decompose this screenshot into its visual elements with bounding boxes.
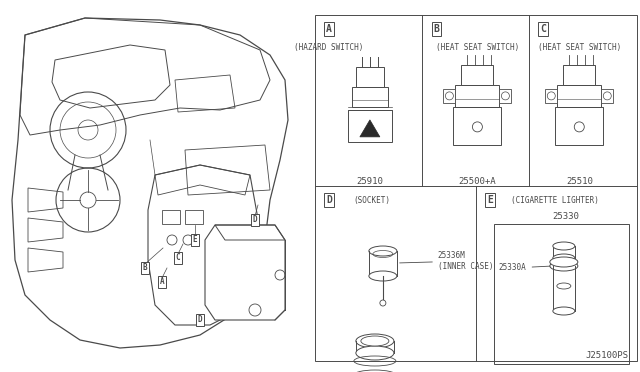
FancyBboxPatch shape: [557, 85, 602, 107]
Ellipse shape: [557, 283, 571, 289]
FancyBboxPatch shape: [453, 107, 501, 145]
Ellipse shape: [369, 271, 397, 281]
Circle shape: [380, 300, 386, 306]
Ellipse shape: [550, 261, 578, 271]
Text: E: E: [193, 235, 197, 244]
Text: (HEAT SEAT SWITCH): (HEAT SEAT SWITCH): [436, 43, 519, 52]
FancyBboxPatch shape: [563, 65, 595, 85]
Text: 25510: 25510: [566, 177, 593, 186]
Ellipse shape: [553, 242, 575, 250]
Polygon shape: [205, 225, 285, 320]
Bar: [494, 224, 628, 364]
FancyBboxPatch shape: [602, 89, 613, 103]
FancyBboxPatch shape: [545, 89, 557, 103]
FancyBboxPatch shape: [352, 87, 388, 107]
Polygon shape: [360, 120, 380, 137]
Text: B: B: [433, 24, 439, 34]
Text: 25500+A: 25500+A: [459, 177, 496, 186]
Bar: [315, 15, 637, 361]
Ellipse shape: [356, 346, 394, 360]
Text: 25339: 25339: [0, 371, 1, 372]
Text: C: C: [176, 253, 180, 263]
Text: D: D: [326, 195, 332, 205]
Text: B: B: [143, 263, 147, 273]
Ellipse shape: [553, 254, 575, 262]
Text: 25330: 25330: [552, 212, 579, 221]
Text: 25330A: 25330A: [499, 263, 550, 273]
Text: (HAZARD SWITCH): (HAZARD SWITCH): [294, 43, 364, 52]
FancyBboxPatch shape: [348, 110, 392, 142]
Text: A: A: [160, 278, 164, 286]
FancyBboxPatch shape: [444, 89, 456, 103]
Text: D: D: [198, 315, 202, 324]
FancyBboxPatch shape: [456, 85, 499, 107]
FancyBboxPatch shape: [461, 65, 493, 85]
Ellipse shape: [369, 246, 397, 256]
Text: 25312M
(KNOB): 25312M (KNOB): [0, 371, 1, 372]
FancyBboxPatch shape: [556, 107, 604, 145]
Text: 25336M
(INNER CASE): 25336M (INNER CASE): [399, 251, 493, 271]
Text: (HEAT SEAT SWITCH): (HEAT SEAT SWITCH): [538, 43, 621, 52]
Text: 25910: 25910: [356, 177, 383, 186]
Ellipse shape: [356, 334, 394, 348]
Ellipse shape: [553, 307, 575, 315]
Ellipse shape: [550, 257, 578, 267]
Text: C: C: [540, 24, 546, 34]
Ellipse shape: [361, 336, 389, 346]
FancyBboxPatch shape: [356, 67, 384, 87]
FancyBboxPatch shape: [499, 89, 511, 103]
Text: D: D: [253, 215, 257, 224]
Text: E: E: [487, 195, 493, 205]
Text: (CIGARETTE LIGHTER): (CIGARETTE LIGHTER): [511, 196, 598, 205]
Text: J25100PS: J25100PS: [585, 351, 628, 360]
Text: A: A: [326, 24, 332, 34]
Text: (SOCKET): (SOCKET): [353, 196, 390, 205]
